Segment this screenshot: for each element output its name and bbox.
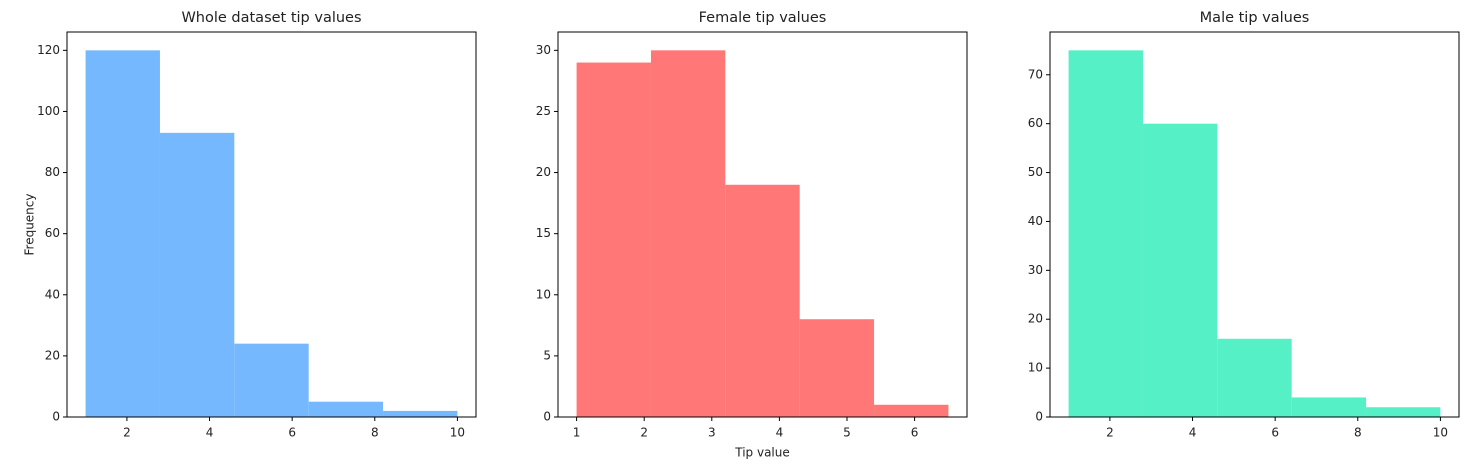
bar xyxy=(1217,338,1292,417)
y-tick-label: 20 xyxy=(1028,312,1043,326)
x-tick-label: 6 xyxy=(288,426,296,440)
bar xyxy=(725,184,800,417)
x-tick-label: 8 xyxy=(371,426,379,440)
x-tick-label: 4 xyxy=(776,426,784,440)
y-tick-label: 30 xyxy=(536,43,551,57)
x-tick-label: 2 xyxy=(1106,426,1114,440)
axes-frame xyxy=(1049,31,1460,418)
bar xyxy=(234,343,309,417)
y-tick-label: 0 xyxy=(52,410,60,424)
x-axis-label: Tip value xyxy=(734,446,790,460)
bar xyxy=(308,401,384,417)
y-tick-label: 80 xyxy=(45,165,60,179)
x-tick-label: 6 xyxy=(911,426,919,440)
y-tick-label: 25 xyxy=(536,104,551,118)
y-tick-label: 30 xyxy=(1028,263,1043,277)
x-tick-label: 5 xyxy=(843,426,851,440)
bar xyxy=(650,50,726,417)
x-tick-label: 2 xyxy=(640,426,648,440)
x-tick-label: 4 xyxy=(206,426,214,440)
chart-title: Female tip values xyxy=(699,10,827,26)
x-tick-label: 4 xyxy=(1189,426,1197,440)
chart-title: Whole dataset tip values xyxy=(181,10,361,26)
y-tick-label: 20 xyxy=(536,165,551,179)
x-tick-label: 6 xyxy=(1271,426,1279,440)
x-tick-label: 1 xyxy=(573,426,581,440)
y-tick-label: 100 xyxy=(37,104,60,118)
y-tick-label: 0 xyxy=(1035,410,1043,424)
bar xyxy=(1291,397,1367,417)
y-tick-label: 15 xyxy=(536,226,551,240)
x-tick-label: 10 xyxy=(1433,426,1448,440)
x-tick-label: 10 xyxy=(450,426,465,440)
y-tick-label: 20 xyxy=(45,348,60,362)
y-tick-label: 50 xyxy=(1028,165,1043,179)
x-tick-label: 8 xyxy=(1354,426,1362,440)
bar xyxy=(159,132,235,418)
bar xyxy=(85,50,160,417)
y-tick-label: 70 xyxy=(1028,67,1043,81)
y-tick-label: 120 xyxy=(37,43,60,57)
bar xyxy=(1366,407,1441,417)
y-tick-label: 10 xyxy=(1028,361,1043,375)
x-tick-label: 3 xyxy=(708,426,716,440)
bar xyxy=(874,404,949,417)
axes-frame xyxy=(66,31,477,418)
y-tick-label: 10 xyxy=(536,287,551,301)
axes-frame xyxy=(557,31,968,418)
y-tick-label: 60 xyxy=(45,226,60,240)
bar xyxy=(799,319,875,417)
y-axis-label: Frequency xyxy=(23,194,37,256)
bar xyxy=(1068,50,1143,417)
x-tick-label: 2 xyxy=(123,426,131,440)
y-tick-label: 60 xyxy=(1028,116,1043,130)
y-tick-label: 5 xyxy=(543,348,551,362)
y-tick-label: 0 xyxy=(543,410,551,424)
bar xyxy=(383,410,458,417)
bar xyxy=(576,62,651,418)
bar xyxy=(1142,123,1218,418)
chart-title: Male tip values xyxy=(1200,10,1310,26)
y-tick-label: 40 xyxy=(45,287,60,301)
y-tick-label: 40 xyxy=(1028,214,1043,228)
